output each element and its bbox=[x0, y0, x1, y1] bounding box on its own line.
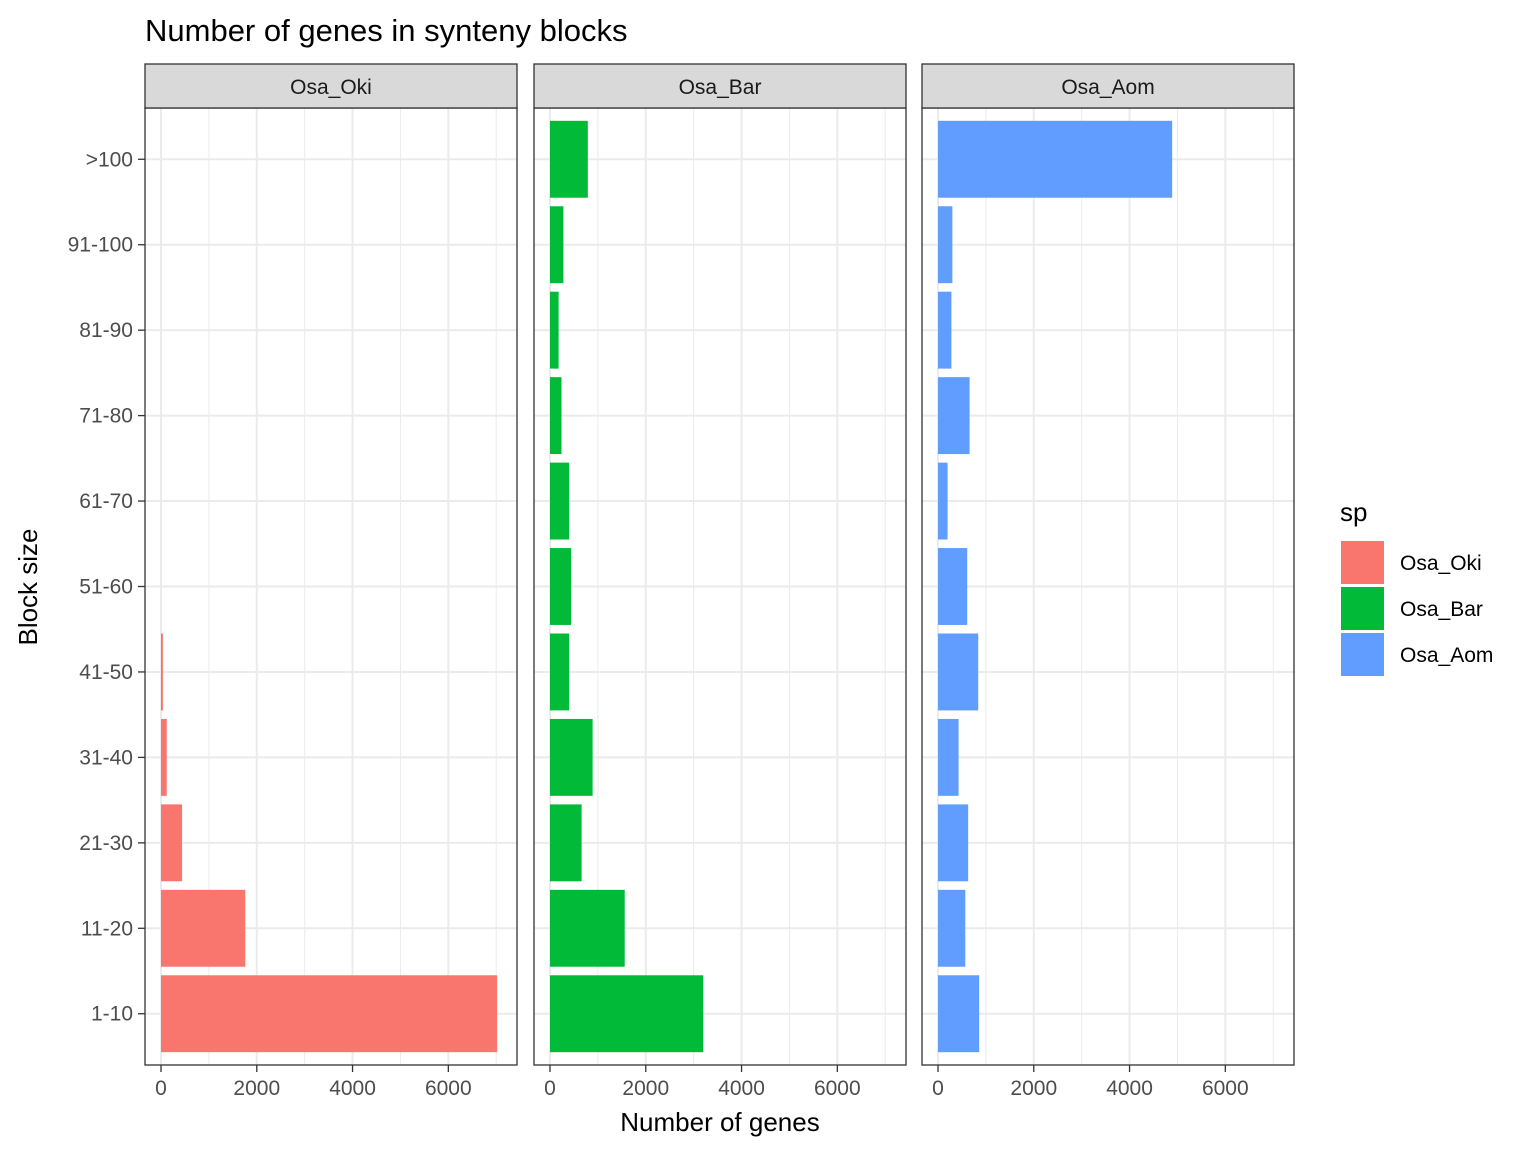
bar-osa-bar-1-10 bbox=[550, 975, 704, 1053]
bar-osa-bar-100 bbox=[550, 120, 588, 198]
bar-osa-aom-11-20 bbox=[938, 889, 966, 967]
x-tick-label: 0 bbox=[155, 1077, 167, 1100]
y-axis: 1-10 11-20 21-30 31-40 41-50 51-60 61-70 71-80 8… bbox=[68, 148, 145, 1026]
bar-osa-bar-91-100 bbox=[550, 206, 564, 284]
x-tick-label: 2000 bbox=[233, 1077, 280, 1100]
y-tick-label: 61-70 bbox=[79, 490, 133, 513]
facet-strip-label: Osa_Aom bbox=[1061, 76, 1154, 99]
facet-strip bbox=[533, 63, 907, 109]
y-tick-label: 41-50 bbox=[79, 661, 133, 684]
bar-osa-bar-31-40 bbox=[550, 718, 593, 796]
legend-swatch-osa-aom bbox=[1341, 633, 1384, 676]
facet-strip-label: Osa_Bar bbox=[679, 76, 762, 99]
panel-osa-aom: Osa_Aom 0 2000 4000 6000 bbox=[921, 63, 1295, 1100]
x-tick-label: 0 bbox=[544, 1077, 556, 1100]
y-tick-label: 1-10 bbox=[91, 1003, 133, 1026]
y-tick-label: 21-30 bbox=[79, 832, 133, 855]
bar-osa-aom-100 bbox=[938, 120, 1173, 198]
bar-osa-oki-31-40 bbox=[161, 718, 167, 796]
bar-osa-aom-61-70 bbox=[938, 462, 948, 540]
panel-osa-oki: Osa_Oki 0 2000 4000 6000 bbox=[144, 63, 518, 1100]
x-axis-label: Number of genes bbox=[620, 1107, 819, 1137]
x-tick-label: 2000 bbox=[1010, 1077, 1057, 1100]
x-tick-label: 6000 bbox=[425, 1077, 472, 1100]
bar-osa-bar-21-30 bbox=[550, 804, 582, 882]
bar-osa-aom-41-50 bbox=[938, 633, 979, 711]
bar-osa-oki-21-30 bbox=[161, 804, 183, 882]
bar-osa-aom-51-60 bbox=[938, 548, 968, 625]
bar-osa-bar-61-70 bbox=[550, 462, 570, 540]
bar-osa-aom-31-40 bbox=[938, 718, 959, 796]
legend-swatch-osa-oki bbox=[1341, 541, 1384, 584]
bar-osa-oki-1-10 bbox=[161, 975, 498, 1053]
x-tick-label: 4000 bbox=[718, 1077, 765, 1100]
legend-title: sp bbox=[1340, 497, 1367, 527]
y-tick-label: 11-20 bbox=[81, 917, 133, 940]
facet-panels: Osa_Oki 0 2000 4000 6000 Osa_Bar 0 2000 4000 6000… bbox=[144, 63, 1295, 1100]
x-tick-label: 4000 bbox=[329, 1077, 376, 1100]
chart-title: Number of genes in synteny blocks bbox=[145, 13, 627, 48]
bar-osa-aom-1-10 bbox=[938, 975, 980, 1053]
facet-strip-label: Osa_Oki bbox=[290, 76, 372, 99]
bar-osa-bar-41-50 bbox=[550, 633, 570, 711]
legend-label-osa-bar: Osa_Bar bbox=[1400, 598, 1483, 621]
bar-osa-oki-11-20 bbox=[161, 889, 246, 967]
bar-osa-aom-71-80 bbox=[938, 377, 970, 455]
legend-swatch-osa-bar bbox=[1341, 587, 1384, 630]
y-tick-label: 51-60 bbox=[79, 576, 133, 599]
y-axis-label: Block size bbox=[13, 528, 43, 645]
y-tick-label: 91-100 bbox=[68, 234, 133, 257]
bar-osa-bar-71-80 bbox=[550, 377, 562, 455]
panel-osa-bar: Osa_Bar 0 2000 4000 6000 bbox=[533, 63, 907, 1100]
x-tick-label: 2000 bbox=[622, 1077, 669, 1100]
x-tick-label: 6000 bbox=[1202, 1077, 1249, 1100]
bar-osa-aom-81-90 bbox=[938, 291, 952, 369]
facet-strip bbox=[921, 63, 1295, 109]
y-tick-label: >100 bbox=[86, 148, 133, 171]
y-tick-label: 81-90 bbox=[79, 319, 133, 342]
y-tick-label: 71-80 bbox=[79, 405, 133, 428]
legend-label-osa-aom: Osa_Aom bbox=[1400, 644, 1493, 667]
x-tick-label: 4000 bbox=[1106, 1077, 1153, 1100]
x-tick-label: 6000 bbox=[814, 1077, 861, 1100]
bar-osa-bar-81-90 bbox=[550, 291, 559, 369]
y-tick-label: 31-40 bbox=[79, 746, 133, 769]
facet-strip bbox=[144, 63, 518, 109]
bar-osa-oki-41-50 bbox=[161, 633, 163, 711]
bar-osa-aom-21-30 bbox=[938, 804, 969, 882]
legend: sp Osa_Oki Osa_Bar Osa_Aom bbox=[1340, 497, 1493, 676]
bar-osa-bar-51-60 bbox=[550, 548, 572, 625]
bar-osa-bar-11-20 bbox=[550, 889, 625, 967]
legend-label-osa-oki: Osa_Oki bbox=[1400, 552, 1482, 575]
x-tick-label: 0 bbox=[932, 1077, 944, 1100]
bar-osa-aom-91-100 bbox=[938, 206, 953, 284]
